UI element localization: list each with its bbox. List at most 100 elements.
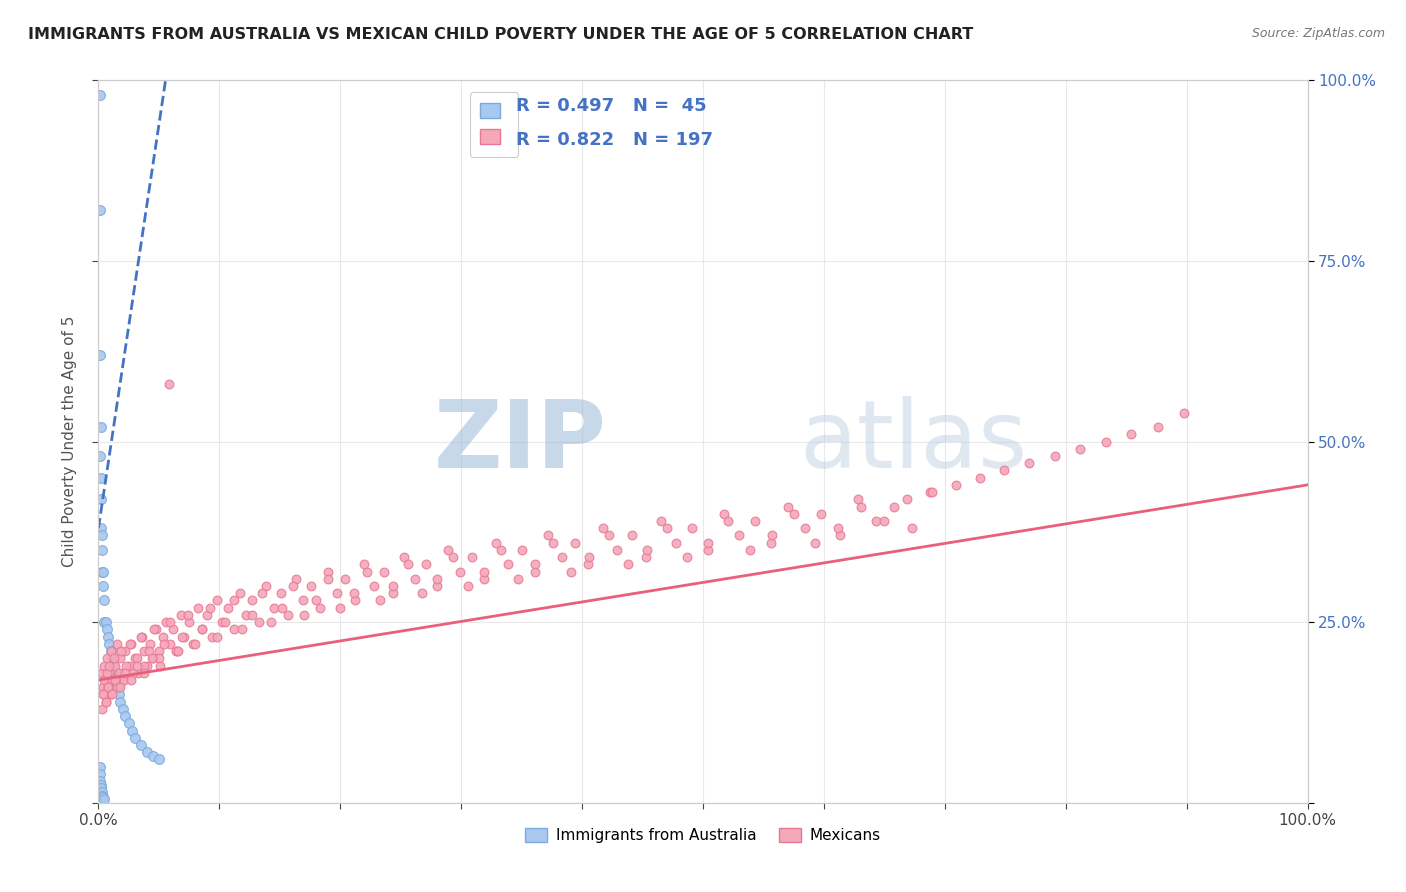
Point [89, 348, 111, 362]
Point [134, 644, 156, 658]
Point [214, 615, 236, 630]
Point [105, 637, 128, 651]
Point [284, 572, 307, 586]
Point [270, 586, 292, 600]
Point [1146, 420, 1168, 434]
Point [717, 514, 740, 528]
Point [91, 790, 114, 805]
Point [152, 637, 174, 651]
Point [159, 637, 181, 651]
Point [105, 680, 128, 694]
Point [510, 542, 533, 557]
Point [449, 565, 471, 579]
Point [740, 542, 762, 557]
Point [292, 607, 315, 622]
Point [166, 644, 188, 658]
Point [89, 87, 111, 102]
Point [135, 745, 157, 759]
Point [94, 615, 117, 630]
Point [665, 535, 688, 549]
Point [1119, 427, 1142, 442]
Point [457, 579, 479, 593]
Point [89, 449, 111, 463]
Point [299, 579, 322, 593]
Point [782, 507, 804, 521]
Point [498, 558, 520, 572]
Point [305, 593, 328, 607]
Point [96, 651, 118, 665]
Point [121, 723, 143, 738]
Point [177, 607, 200, 622]
Point [120, 673, 142, 687]
Point [281, 579, 304, 593]
Point [96, 623, 118, 637]
Point [343, 593, 366, 607]
Point [93, 673, 115, 687]
Point [846, 492, 869, 507]
Point [108, 687, 131, 701]
Point [91, 665, 114, 680]
Point [105, 673, 128, 687]
Point [93, 658, 115, 673]
Point [382, 579, 405, 593]
Point [89, 774, 111, 789]
Point [191, 623, 214, 637]
Point [114, 665, 136, 680]
Point [205, 630, 228, 644]
Point [541, 535, 564, 549]
Point [145, 623, 167, 637]
Text: atlas: atlas [800, 395, 1028, 488]
Point [537, 528, 560, 542]
Point [205, 593, 228, 607]
Point [316, 565, 339, 579]
Point [804, 535, 827, 549]
Point [134, 658, 156, 673]
Point [155, 615, 177, 630]
Point [124, 731, 146, 745]
Point [135, 658, 157, 673]
Point [437, 542, 460, 557]
Point [90, 778, 112, 792]
Point [676, 550, 699, 565]
Point [271, 600, 294, 615]
Point [426, 572, 449, 586]
Point [373, 565, 395, 579]
Point [576, 558, 599, 572]
Point [1094, 434, 1116, 449]
Point [107, 680, 129, 694]
Point [138, 644, 160, 658]
Point [993, 463, 1015, 477]
Point [104, 673, 127, 687]
Point [100, 673, 122, 687]
Point [368, 593, 391, 607]
Point [97, 680, 120, 694]
Point [921, 485, 943, 500]
Point [179, 615, 201, 630]
Point [489, 542, 512, 557]
Point [759, 535, 782, 549]
Text: R = 0.822   N = 197: R = 0.822 N = 197 [516, 131, 713, 149]
Point [165, 644, 187, 658]
Point [1018, 456, 1040, 470]
Point [108, 695, 131, 709]
Point [100, 644, 122, 658]
Point [169, 607, 191, 622]
Point [124, 651, 146, 665]
Text: Source: ZipAtlas.com: Source: ZipAtlas.com [1251, 27, 1385, 40]
Point [382, 586, 405, 600]
Point [120, 637, 142, 651]
Point [620, 528, 643, 542]
Point [148, 651, 170, 665]
Point [111, 702, 134, 716]
Point [91, 565, 114, 579]
Point [761, 528, 783, 542]
Point [101, 673, 124, 687]
Point [229, 586, 252, 600]
Point [89, 203, 111, 218]
Point [472, 572, 495, 586]
Point [91, 789, 114, 803]
Point [159, 615, 181, 630]
Point [969, 470, 991, 484]
Point [149, 658, 172, 673]
Point [167, 644, 190, 658]
